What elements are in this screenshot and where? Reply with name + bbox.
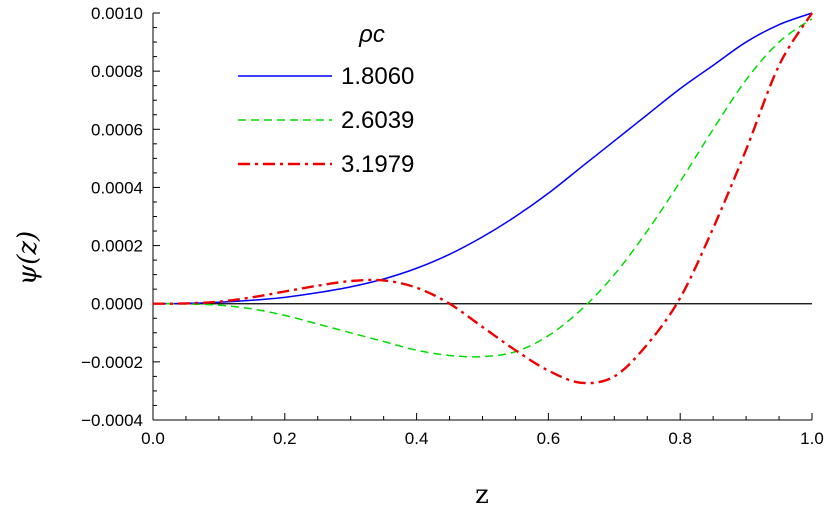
y-tick-label: −0.0002 (81, 353, 143, 372)
x-tick-label: 0.6 (537, 429, 561, 448)
series-group (152, 12, 814, 385)
y-tick-label: 0.0006 (91, 120, 143, 139)
y-tick-label: 0.0000 (91, 295, 143, 314)
x-axis-ticks: 0.0 0.2 0.4 0.6 0.8 1.0 (141, 413, 824, 448)
y-tick-label: 0.0004 (91, 178, 143, 197)
legend-title: ρc (358, 21, 385, 48)
series-line-3 (152, 12, 814, 385)
y-tick-label: 0.0010 (91, 4, 143, 23)
legend-label-3: 3.1979 (341, 151, 414, 178)
x-tick-label: 0.8 (668, 429, 692, 448)
y-axis-ticks: −0.0004 −0.0002 0.0000 0.0002 0.0004 0.0006 0.… (81, 4, 160, 430)
x-tick-label: 0.4 (405, 429, 429, 448)
x-axis-label: z (475, 480, 489, 510)
plot-frame (152, 13, 812, 421)
y-axis-label: ψ(z) (13, 231, 43, 285)
series-line-1 (152, 12, 813, 305)
y-tick-label: 0.0002 (91, 237, 143, 256)
x-tick-label: 0.2 (273, 429, 297, 448)
legend: ρc 1.8060 2.6039 3.1979 (238, 21, 414, 178)
x-tick-label: 1.0 (800, 429, 824, 448)
y-tick-label: 0.0008 (91, 62, 143, 81)
series-line-2 (152, 18, 813, 358)
legend-label-1: 1.8060 (341, 63, 414, 90)
y-tick-label: −0.0004 (81, 411, 143, 430)
x-tick-label: 0.0 (141, 429, 165, 448)
legend-label-2: 2.6039 (341, 107, 414, 134)
